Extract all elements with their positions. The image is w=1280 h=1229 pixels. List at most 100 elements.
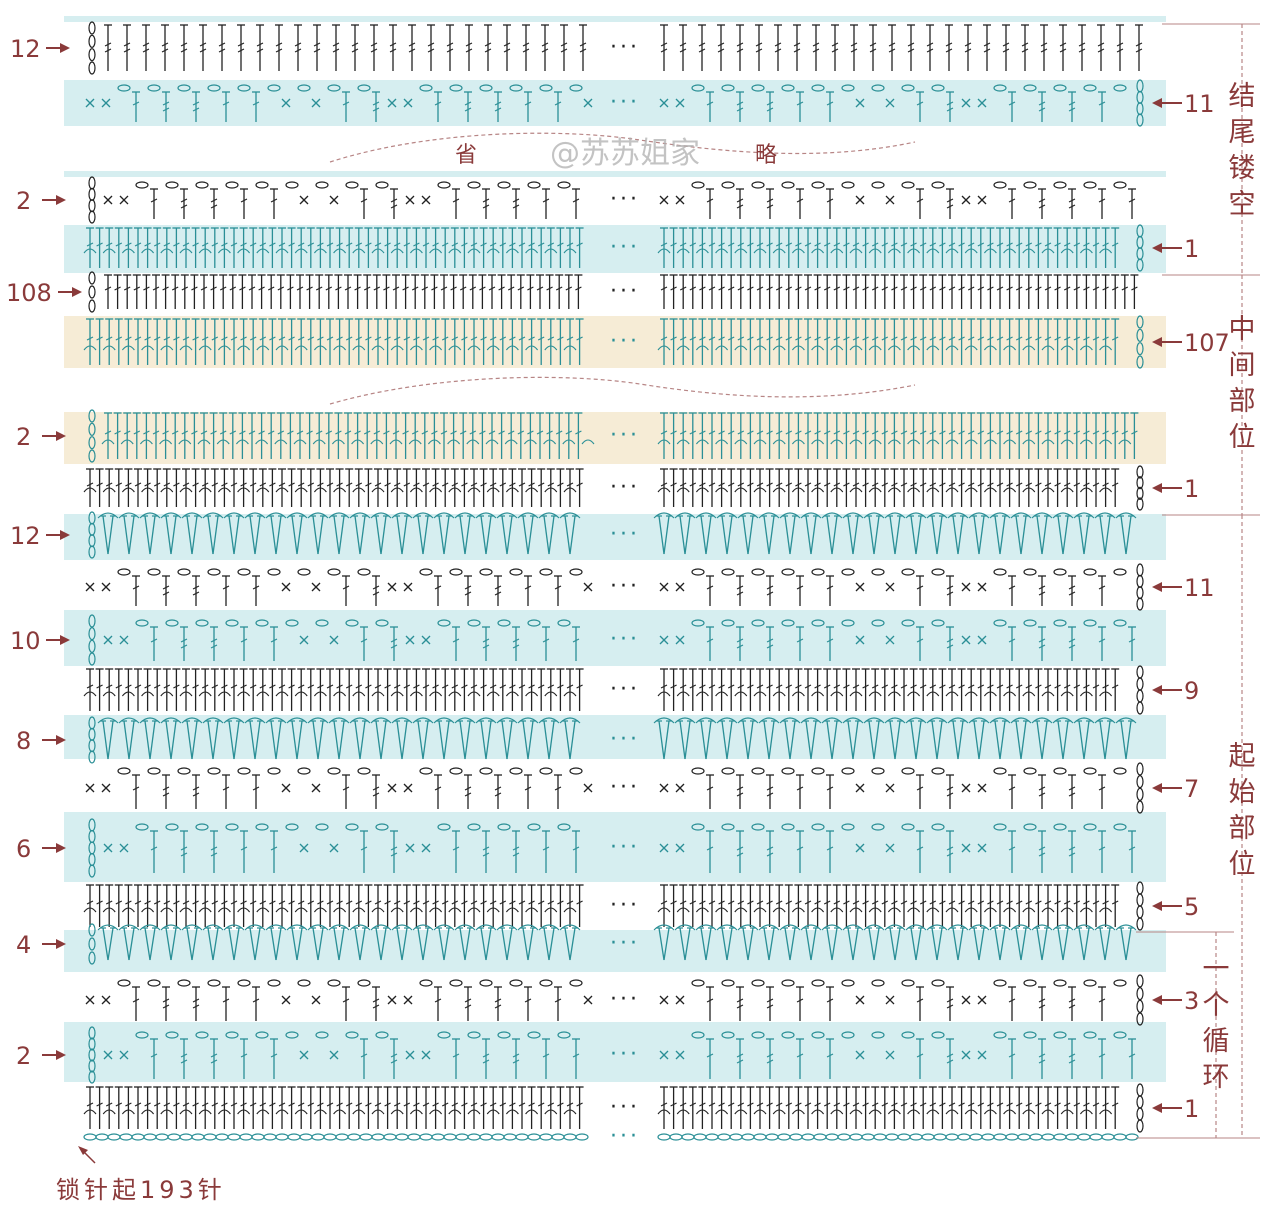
omit-right-char: 略 <box>755 143 777 168</box>
omit-rule <box>64 171 1166 177</box>
stitch-row: ··· <box>88 923 1137 965</box>
stitch-row: ··· <box>88 21 1143 75</box>
row-number: 2 <box>16 1042 31 1070</box>
row-number: 12 <box>10 35 41 63</box>
row-ellipsis: ··· <box>610 775 640 800</box>
stitch-row: ··· <box>88 176 1136 224</box>
stitch-row: ··· <box>85 79 1144 127</box>
top-rule <box>64 16 1166 22</box>
row-number: 1 <box>1184 475 1199 503</box>
row-ellipsis: ··· <box>610 423 640 448</box>
row-label: 5 <box>1152 893 1199 921</box>
row-label: 8 <box>16 727 66 755</box>
section-bracket: 中间部位 <box>1162 274 1260 516</box>
row-ellipsis: ··· <box>610 522 640 547</box>
section-label: 中间部位 <box>1229 314 1256 453</box>
row-bands <box>64 16 1166 1082</box>
row-number: 107 <box>1184 329 1230 357</box>
row-number: 4 <box>16 931 31 959</box>
stitch-row: ··· <box>85 974 1144 1026</box>
stitch-row: ··· <box>88 511 1137 559</box>
stitch-row: ··· <box>83 1124 1139 1149</box>
row-ellipsis: ··· <box>610 677 640 702</box>
section-bracket: 结尾镂空 <box>1162 23 1260 276</box>
stitch-row: ··· <box>83 881 1144 931</box>
row-label: 1 <box>1152 1095 1199 1123</box>
row-label: 108 <box>6 279 82 307</box>
stitch-row: ··· <box>83 1083 1144 1133</box>
omit-marker-mid <box>329 376 916 405</box>
row-ellipsis: ··· <box>610 987 640 1012</box>
stitch-row: ··· <box>83 465 1144 511</box>
row-label: 1 <box>1152 235 1199 263</box>
row-ellipsis: ··· <box>610 475 640 500</box>
row-band <box>64 225 1166 273</box>
row-label: 107 <box>1152 329 1230 357</box>
row-label: 10 <box>10 627 70 655</box>
row-ellipsis: ··· <box>610 187 640 212</box>
section-label: 起始部位 <box>1229 741 1256 880</box>
row-ellipsis: ··· <box>610 90 640 115</box>
row-number: 11 <box>1184 90 1215 118</box>
row-ellipsis: ··· <box>610 35 640 60</box>
stitch-row: ··· <box>85 563 1144 611</box>
stitch-row: ··· <box>88 716 1137 764</box>
watermark: @苏苏姐家 <box>550 136 700 171</box>
stitch-row: ··· <box>88 409 1139 463</box>
footer: 锁针起193针 <box>56 1146 226 1204</box>
row-ellipsis: ··· <box>610 835 640 860</box>
row-ellipsis: ··· <box>610 931 640 956</box>
row-band <box>64 514 1166 560</box>
omit-left-char: 省 <box>455 143 477 168</box>
row-label: 6 <box>16 835 66 863</box>
row-label: 4 <box>16 931 66 959</box>
stitch-row: ··· <box>88 818 1136 878</box>
omit-marker-top: 省 略 @苏苏姐家 <box>329 132 916 171</box>
row-number: 1 <box>1184 1095 1199 1123</box>
row-label: 9 <box>1152 677 1199 705</box>
row-label: 3 <box>1152 987 1199 1015</box>
row-label: 2 <box>16 423 66 451</box>
row-ellipsis: ··· <box>610 574 640 599</box>
row-number: 8 <box>16 727 31 755</box>
row-label: 2 <box>16 1042 66 1070</box>
row-number: 6 <box>16 835 31 863</box>
stitch-row: ··· <box>88 614 1136 666</box>
row-label: 7 <box>1152 775 1199 803</box>
row-ellipsis: ··· <box>610 727 640 752</box>
row-number: 3 <box>1184 987 1199 1015</box>
row-ellipsis: ··· <box>610 1095 640 1120</box>
section-label: 结尾镂空 <box>1229 81 1256 220</box>
row-band <box>64 412 1166 464</box>
row-number: 2 <box>16 187 31 215</box>
row-number: 12 <box>10 522 41 550</box>
row-ellipsis: ··· <box>610 893 640 918</box>
stitch-row: ··· <box>83 665 1144 715</box>
foundation-chain-note: 锁针起193针 <box>56 1176 226 1204</box>
row-label: 11 <box>1152 574 1215 602</box>
row-number: 9 <box>1184 677 1199 705</box>
stitch-row: ··· <box>88 1026 1136 1084</box>
row-ellipsis: ··· <box>610 627 640 652</box>
row-ellipsis: ··· <box>610 329 640 354</box>
stitch-row: ··· <box>83 315 1144 369</box>
section-bracket: 一个循环 <box>1136 931 1234 1139</box>
row-band <box>64 316 1166 368</box>
row-band <box>64 610 1166 666</box>
stitch-rows: ··· ··· ··· ··· ··· ··· ··· ··· ··· ··· ··· ··· ··· ·… <box>83 21 1144 1149</box>
row-number: 2 <box>16 423 31 451</box>
stitch-row: ··· <box>85 762 1144 814</box>
row-number: 108 <box>6 279 52 307</box>
stitch-row: ··· <box>83 224 1144 272</box>
row-band <box>64 1022 1166 1082</box>
row-ellipsis: ··· <box>610 1042 640 1067</box>
row-label: 12 <box>10 522 70 550</box>
row-number: 5 <box>1184 893 1199 921</box>
row-ellipsis: ··· <box>610 1124 640 1149</box>
row-label: 11 <box>1152 90 1215 118</box>
row-ellipsis: ··· <box>610 235 640 260</box>
row-label: 1 <box>1152 475 1199 503</box>
